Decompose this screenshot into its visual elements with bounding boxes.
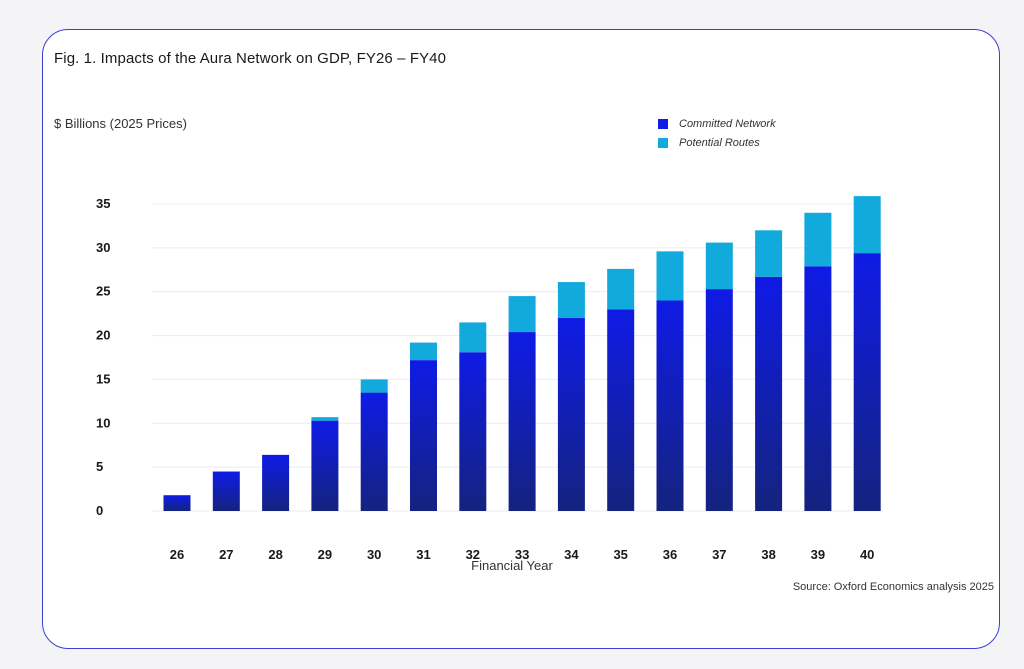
x-tick-label: 39 xyxy=(811,547,825,562)
bar-committed-34 xyxy=(557,318,585,511)
y-tick-label: 10 xyxy=(96,415,110,430)
bar-committed-39 xyxy=(804,266,832,511)
bar-committed-30 xyxy=(360,392,388,511)
x-tick-label: 38 xyxy=(761,547,775,562)
bar-potential-29 xyxy=(311,417,339,421)
x-tick-label: 32 xyxy=(466,547,480,562)
x-tick-label: 34 xyxy=(564,547,579,562)
x-tick-label: 29 xyxy=(318,547,332,562)
x-tick-label: 27 xyxy=(219,547,233,562)
bar-committed-40 xyxy=(853,253,881,511)
bar-committed-36 xyxy=(656,300,684,511)
source-note: Source: Oxford Economics analysis 2025 xyxy=(792,581,994,593)
x-tick-label: 26 xyxy=(170,547,184,562)
x-tick-label: 37 xyxy=(712,547,726,562)
y-tick-label: 15 xyxy=(96,371,110,386)
y-tick-label: 20 xyxy=(96,328,110,343)
y-tick-label: 0 xyxy=(96,503,103,518)
bar-potential-31 xyxy=(410,342,437,361)
bar-committed-26 xyxy=(163,495,191,511)
y-tick-label: 35 xyxy=(96,196,110,211)
bar-potential-30 xyxy=(360,379,388,393)
legend-label-potential: Potential Routes xyxy=(679,136,760,149)
bar-potential-38 xyxy=(755,230,783,277)
x-tick-label: 30 xyxy=(367,547,381,562)
legend-swatch-potential xyxy=(658,137,668,148)
y-tick-label: 30 xyxy=(96,240,110,255)
x-tick-label: 40 xyxy=(860,547,874,562)
x-axis-label: Financial Year xyxy=(471,558,553,573)
chart-title: Fig. 1. Impacts of the Aura Network on G… xyxy=(54,50,447,67)
bar-committed-35 xyxy=(607,309,635,511)
x-tick-label: 33 xyxy=(515,547,529,562)
bar-committed-29 xyxy=(311,420,339,511)
bar-committed-28 xyxy=(262,454,290,511)
bar-committed-33 xyxy=(508,332,536,511)
bar-potential-39 xyxy=(804,212,832,267)
x-tick-label: 35 xyxy=(613,547,627,562)
bar-potential-34 xyxy=(557,282,585,319)
y-axis-label: $ Billions (2025 Prices) xyxy=(54,116,187,131)
bar-committed-27 xyxy=(212,471,240,511)
x-tick-label: 36 xyxy=(663,547,677,562)
x-tick-label: 31 xyxy=(416,547,430,562)
bar-potential-33 xyxy=(508,296,536,333)
legend-item-committed: Committed Network xyxy=(658,114,776,133)
legend-item-potential: Potential Routes xyxy=(658,133,776,152)
y-tick-label: 5 xyxy=(96,459,103,474)
bar-committed-31 xyxy=(410,360,437,511)
y-tick-label: 25 xyxy=(96,284,110,299)
legend-swatch-committed xyxy=(658,118,668,129)
legend-label-committed: Committed Network xyxy=(679,117,776,130)
bar-committed-37 xyxy=(705,289,733,511)
bar-committed-32 xyxy=(459,352,487,511)
bar-potential-36 xyxy=(656,251,684,301)
bar-potential-40 xyxy=(853,196,881,254)
legend: Committed Network Potential Routes xyxy=(658,114,776,152)
x-tick-label: 28 xyxy=(268,547,282,562)
bar-committed-38 xyxy=(755,276,783,511)
bar-potential-32 xyxy=(459,322,487,353)
bar-potential-37 xyxy=(705,242,733,290)
bar-potential-35 xyxy=(607,268,635,310)
